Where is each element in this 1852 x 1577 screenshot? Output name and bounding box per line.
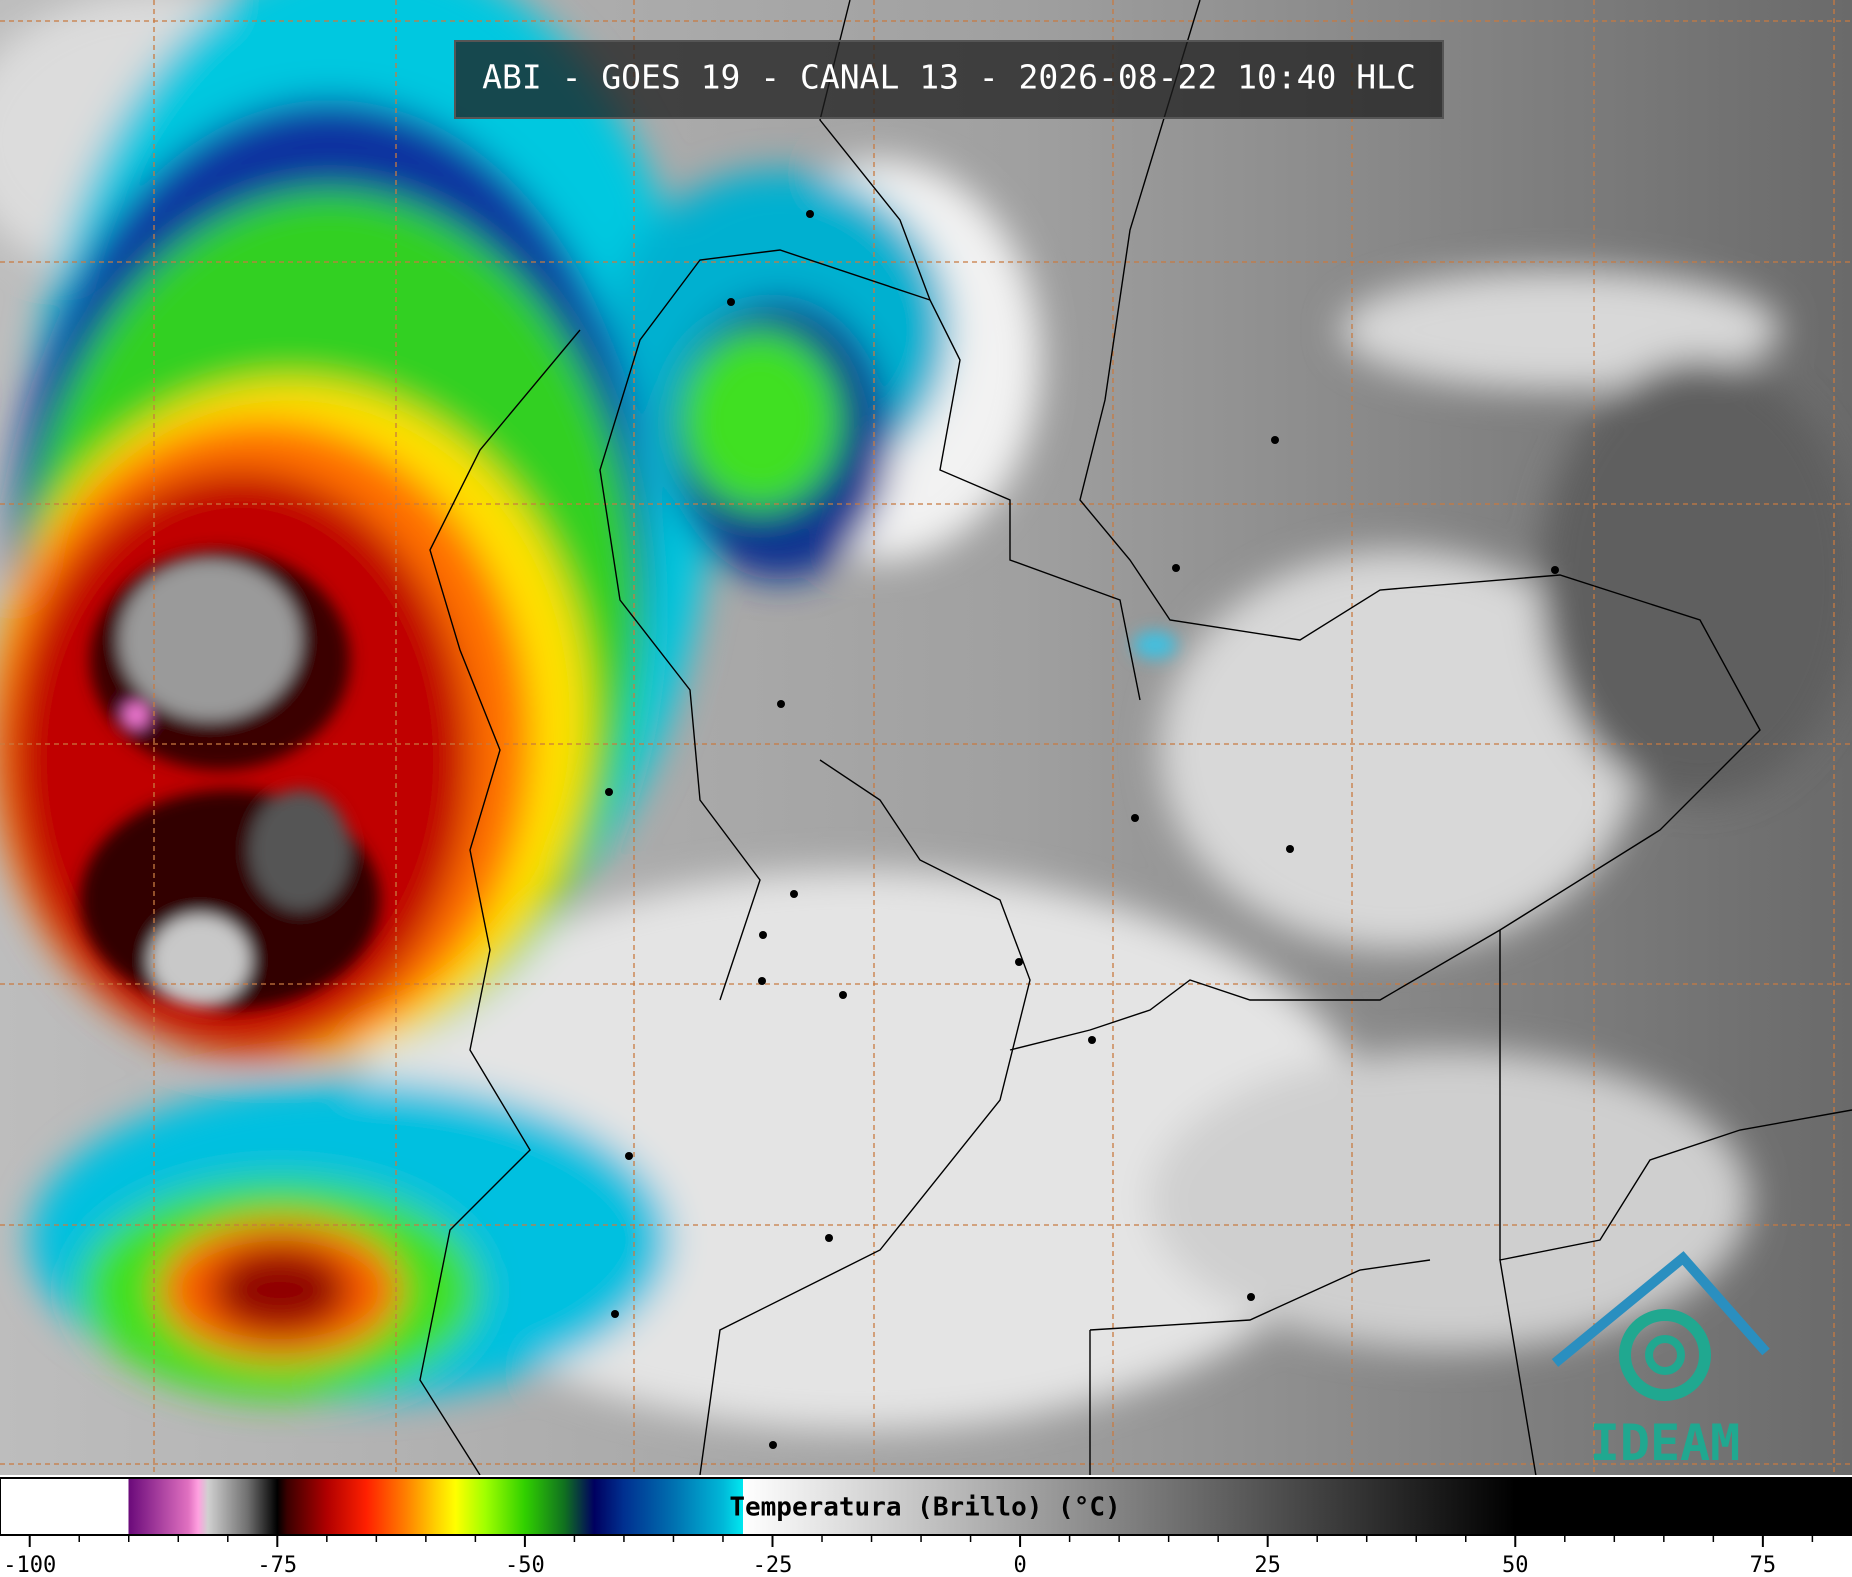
satellite-map: IDEAM — [0, 0, 1852, 1475]
title-box — [454, 40, 1444, 119]
tick-label: 0 — [1013, 1553, 1026, 1577]
tick-label: 75 — [1750, 1553, 1777, 1577]
title: ABI - GOES 19 - CANAL 13 - 2026-08-22 10… — [482, 58, 1416, 97]
tick-label: -50 — [505, 1553, 545, 1577]
colorbar — [0, 1477, 1852, 1536]
cities — [605, 210, 1559, 1449]
borders — [419, 0, 1852, 1475]
logo-text: IDEAM — [1590, 1414, 1741, 1472]
ideam-logo: IDEAM — [1551, 1251, 1770, 1472]
tick-label: 25 — [1254, 1553, 1281, 1577]
colorbar-axis: -100 -75 -50 -25 0 25 50 75 — [3, 1535, 1814, 1577]
colorbar-title: Temperatura (Brillo) (°C) — [729, 1493, 1120, 1523]
tick-label: -75 — [257, 1553, 297, 1577]
tick-label: -100 — [3, 1553, 56, 1577]
tick-label: 50 — [1502, 1553, 1529, 1577]
tick-label: -25 — [753, 1553, 793, 1577]
